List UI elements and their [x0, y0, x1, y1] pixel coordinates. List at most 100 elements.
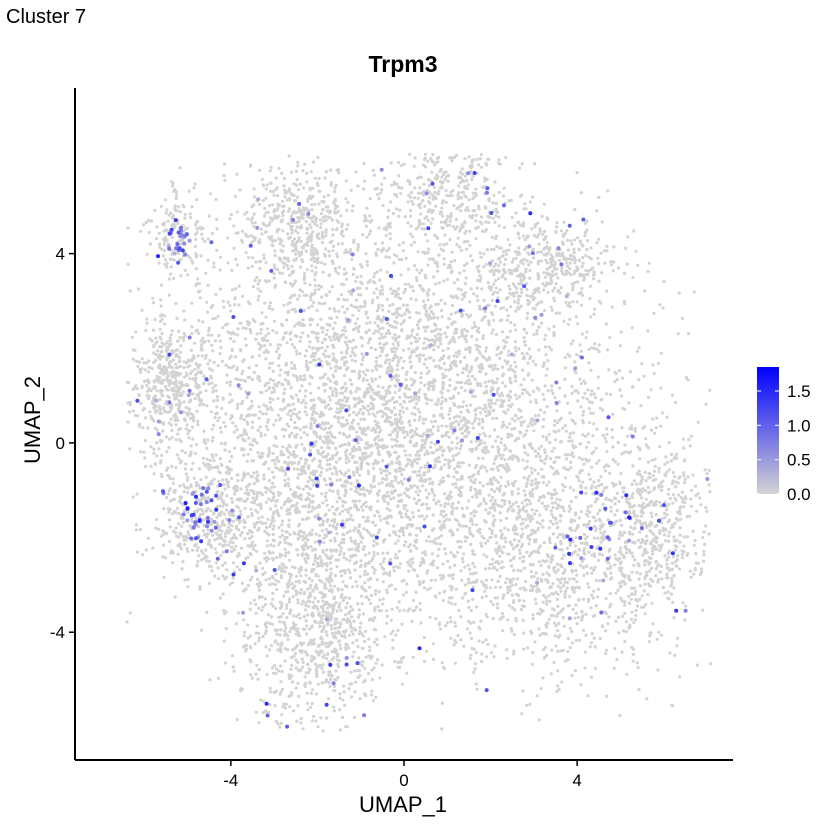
cell-point	[541, 519, 545, 523]
cell-point	[561, 648, 565, 653]
cell-point	[276, 722, 280, 726]
cell-point	[604, 596, 608, 601]
cell-point	[320, 466, 324, 470]
cell-point	[597, 479, 601, 483]
cell-point	[537, 242, 541, 246]
cell-point	[335, 500, 339, 504]
cell-point	[416, 509, 421, 513]
cell-point	[633, 429, 637, 433]
cell-point	[306, 662, 310, 667]
cell-point	[287, 558, 292, 562]
cell-point	[571, 431, 576, 435]
cell-point	[295, 426, 299, 430]
cell-point	[428, 586, 432, 590]
cell-point	[589, 504, 593, 508]
cell-point	[496, 579, 500, 584]
cell-point	[456, 236, 460, 240]
cell-point	[377, 306, 381, 310]
cell-point	[352, 266, 356, 270]
cell-point	[644, 602, 648, 607]
cell-point	[545, 241, 549, 245]
cell-point	[193, 396, 197, 401]
cell-point	[340, 222, 344, 226]
cell-point	[504, 155, 508, 159]
cell-point	[415, 332, 419, 337]
cell-point	[659, 424, 663, 428]
cell-point	[182, 338, 186, 343]
cell-point	[569, 466, 573, 470]
cell-point	[537, 498, 541, 503]
cell-point	[296, 553, 300, 557]
cell-point	[428, 195, 432, 200]
cell-point	[623, 407, 627, 411]
cell-point	[653, 464, 657, 468]
cell-point	[214, 389, 218, 393]
cell-point	[310, 264, 314, 268]
cell-point	[171, 477, 175, 481]
cell-point	[558, 513, 563, 517]
cell-point	[552, 660, 556, 665]
cell-point	[165, 450, 169, 454]
cell-point	[280, 519, 285, 523]
cell-point	[390, 445, 394, 449]
cell-point	[380, 182, 384, 186]
cell-point	[155, 441, 159, 445]
cell-point	[449, 620, 453, 624]
cell-point	[520, 712, 524, 716]
cell-point	[515, 290, 519, 295]
cell-point	[516, 504, 520, 508]
cell-point	[234, 544, 238, 549]
cell-point	[208, 367, 212, 371]
cell-point	[649, 566, 654, 571]
cell-point	[562, 536, 566, 540]
cell-point	[291, 648, 295, 652]
cell-point	[362, 545, 366, 549]
cell-point	[316, 682, 320, 686]
cell-point	[506, 552, 510, 556]
cell-point	[592, 392, 597, 396]
cell-point	[372, 406, 376, 410]
cell-point	[316, 561, 320, 565]
cell-point	[566, 322, 570, 326]
cell-point	[304, 220, 308, 224]
cell-point	[290, 308, 294, 312]
cell-point	[178, 210, 182, 214]
cell-point	[251, 216, 255, 220]
cell-point	[161, 429, 165, 433]
cell-point	[345, 601, 349, 605]
cell-point	[181, 383, 185, 387]
cell-point	[484, 612, 488, 616]
cell-point	[343, 382, 347, 386]
cell-point	[585, 571, 589, 576]
cell-point	[367, 472, 371, 476]
cell-point	[541, 434, 545, 439]
cell-point	[249, 673, 253, 677]
cell-point	[551, 391, 555, 396]
cell-point	[227, 543, 231, 547]
cell-point	[674, 452, 679, 456]
cell-point	[564, 467, 568, 471]
cell-point	[377, 438, 381, 442]
cell-point	[348, 559, 352, 563]
cell-point	[315, 250, 319, 254]
cell-point	[406, 395, 410, 400]
cell-point	[286, 373, 290, 377]
cell-point	[265, 621, 269, 625]
cell-point	[570, 673, 574, 678]
cell-point	[482, 298, 486, 302]
cell-point	[264, 389, 268, 393]
cell-point	[329, 180, 333, 185]
cell-point	[286, 222, 290, 226]
cell-point	[522, 377, 526, 381]
cell-point	[469, 368, 473, 372]
cell-point	[306, 240, 310, 244]
cell-point	[230, 654, 234, 658]
cell-point	[495, 353, 499, 357]
cell-point	[160, 453, 164, 458]
cell-point	[417, 434, 422, 438]
cell-point	[130, 335, 134, 339]
cell-point	[404, 453, 408, 457]
cell-point	[282, 434, 286, 438]
cell-point	[398, 208, 402, 212]
cell-point	[301, 216, 305, 220]
